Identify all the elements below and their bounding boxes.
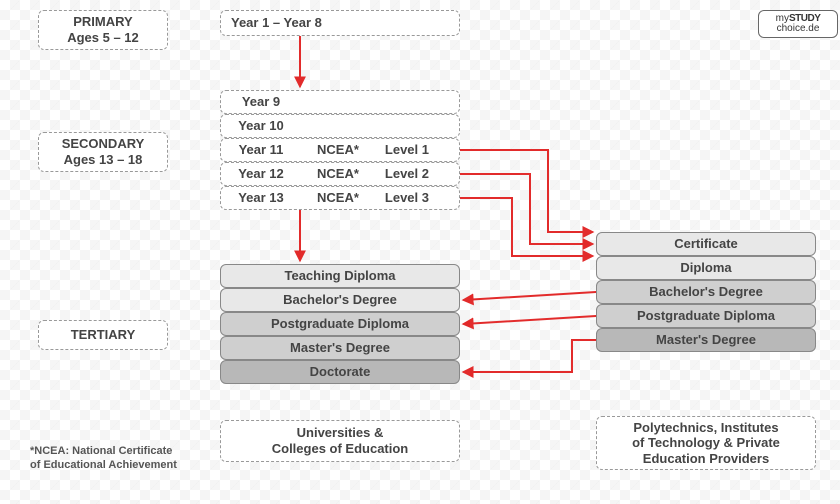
- label-secondary: SECONDARY Ages 13 – 18: [38, 132, 168, 172]
- label-secondary-line1: SECONDARY: [62, 136, 145, 151]
- tertiary-left-item-1-label: Bachelor's Degree: [283, 292, 397, 308]
- universities-line2: Colleges of Education: [272, 441, 409, 456]
- secondary-row-2-cell-0: Year 11: [231, 142, 291, 158]
- label-tertiary-text: TERTIARY: [71, 327, 136, 343]
- tertiary-right-item-1-label: Diploma: [680, 260, 731, 276]
- tertiary-left-item-2: Postgraduate Diploma: [220, 312, 460, 336]
- secondary-row-0-cell-0: Year 9: [231, 94, 291, 110]
- secondary-row-3-cell-2: Level 2: [385, 166, 429, 182]
- secondary-row-4: Year 13 NCEA* Level 3: [220, 186, 460, 210]
- secondary-row-3-cell-0: Year 12: [231, 166, 291, 182]
- footnote-line1: *NCEA: National Certificate: [30, 445, 172, 457]
- label-primary: PRIMARY Ages 5 – 12: [38, 10, 168, 50]
- secondary-row-2: Year 11 NCEA* Level 1: [220, 138, 460, 162]
- tertiary-right-item-1: Diploma: [596, 256, 816, 280]
- label-primary-line1: PRIMARY: [73, 14, 132, 29]
- label-primary-line2: Ages 5 – 12: [67, 30, 139, 45]
- primary-years-box: Year 1 – Year 8: [220, 10, 460, 36]
- secondary-row-4-cell-0: Year 13: [231, 190, 291, 206]
- tertiary-right-item-3: Postgraduate Diploma: [596, 304, 816, 328]
- universities-line1: Universities &: [297, 425, 384, 440]
- secondary-row-2-cell-2: Level 1: [385, 142, 429, 158]
- secondary-row-0: Year 9: [220, 90, 460, 114]
- tertiary-left-item-3-label: Master's Degree: [290, 340, 390, 356]
- tertiary-right-item-3-label: Postgraduate Diploma: [637, 308, 775, 324]
- tertiary-left-item-3: Master's Degree: [220, 336, 460, 360]
- logo-badge: mySTUDY choice.de: [758, 10, 838, 38]
- arrow-r-pgdip-to-l-pgdip: [464, 316, 596, 324]
- tertiary-left-item-1: Bachelor's Degree: [220, 288, 460, 312]
- tertiary-right-item-2: Bachelor's Degree: [596, 280, 816, 304]
- secondary-row-4-cell-2: Level 3: [385, 190, 429, 206]
- tertiary-left-item-4-label: Doctorate: [310, 364, 371, 380]
- polytechnics-line2: of Technology & Private: [632, 435, 780, 450]
- secondary-row-4-cell-1: NCEA*: [317, 190, 359, 206]
- tertiary-left-item-0-label: Teaching Diploma: [285, 268, 396, 284]
- tertiary-left-item-4: Doctorate: [220, 360, 460, 384]
- polytechnics-line3: Education Providers: [643, 451, 769, 466]
- polytechnics-box: Polytechnics, Institutes of Technology &…: [596, 416, 816, 470]
- universities-box: Universities & Colleges of Education: [220, 420, 460, 462]
- arrow-year13-to-right: [460, 198, 592, 256]
- secondary-row-3-cell-1: NCEA*: [317, 166, 359, 182]
- tertiary-right-item-4: Master's Degree: [596, 328, 816, 352]
- arrow-r-master-to-l-doct: [464, 340, 596, 372]
- arrow-year11-to-right: [460, 150, 592, 232]
- diagram-canvas: PRIMARY Ages 5 – 12 SECONDARY Ages 13 – …: [0, 0, 840, 504]
- tertiary-left-item-2-label: Postgraduate Diploma: [271, 316, 409, 332]
- footnote-line2: of Educational Achievement: [30, 459, 177, 471]
- polytechnics-line1: Polytechnics, Institutes: [633, 420, 778, 435]
- secondary-row-1-cell-0: Year 10: [231, 118, 291, 134]
- footnote-ncea: *NCEA: National Certificate of Education…: [30, 445, 177, 473]
- label-secondary-line2: Ages 13 – 18: [64, 152, 143, 167]
- label-tertiary: TERTIARY: [38, 320, 168, 350]
- tertiary-right-item-4-label: Master's Degree: [656, 332, 756, 348]
- arrow-year12-to-right: [460, 174, 592, 244]
- secondary-row-3: Year 12 NCEA* Level 2: [220, 162, 460, 186]
- logo-line2: choice.de: [777, 23, 820, 34]
- tertiary-right-item-2-label: Bachelor's Degree: [649, 284, 763, 300]
- tertiary-right-item-0-label: Certificate: [674, 236, 738, 252]
- primary-years-text: Year 1 – Year 8: [231, 15, 322, 31]
- tertiary-left-item-0: Teaching Diploma: [220, 264, 460, 288]
- secondary-row-2-cell-1: NCEA*: [317, 142, 359, 158]
- arrow-r-bach-to-l-bach: [464, 292, 596, 300]
- tertiary-right-item-0: Certificate: [596, 232, 816, 256]
- secondary-row-1: Year 10: [220, 114, 460, 138]
